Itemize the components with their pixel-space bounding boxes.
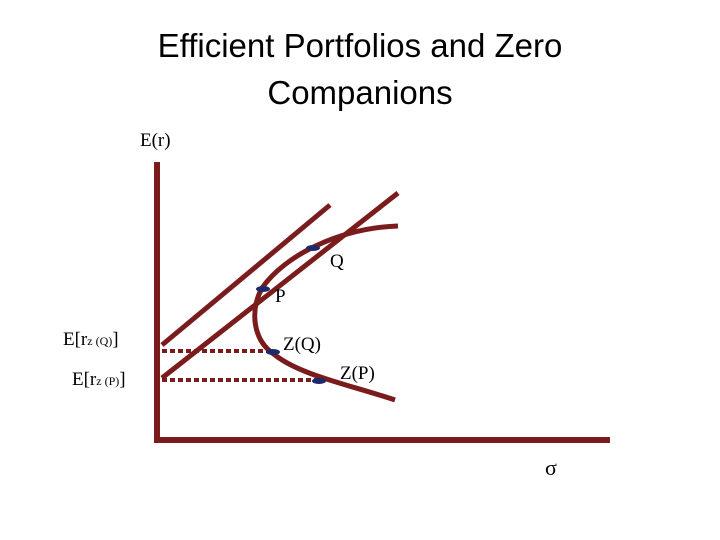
title-line: Companions bbox=[267, 74, 452, 111]
frontier bbox=[252, 223, 399, 403]
label-part: E[r bbox=[72, 369, 97, 390]
diagram-lines bbox=[154, 162, 610, 443]
tangent-line-q bbox=[160, 191, 400, 380]
label-subscript: z (P) bbox=[96, 374, 119, 388]
label-subscript: z (Q) bbox=[87, 334, 112, 348]
intercept-label: E[rz (Q)] bbox=[63, 329, 119, 350]
tangent-line-p bbox=[160, 203, 332, 347]
point bbox=[266, 349, 280, 355]
intercept-label: E[rz (P)] bbox=[72, 369, 126, 390]
x-axis-label: σ bbox=[545, 455, 557, 480]
label-part: ] bbox=[112, 329, 118, 350]
point-label: Z(P) bbox=[340, 363, 375, 384]
point bbox=[312, 378, 326, 384]
title-line: Efficient Portfolios and Zero bbox=[158, 27, 563, 64]
label-part: ] bbox=[119, 369, 125, 390]
points bbox=[256, 245, 326, 384]
point-label: P bbox=[275, 286, 286, 307]
label-part: E[r bbox=[63, 329, 88, 350]
point bbox=[256, 286, 270, 292]
point-label: Z(Q) bbox=[283, 334, 321, 355]
point bbox=[306, 245, 320, 251]
point-label: Q bbox=[330, 251, 344, 272]
y-axis-label: E(r) bbox=[140, 130, 171, 151]
